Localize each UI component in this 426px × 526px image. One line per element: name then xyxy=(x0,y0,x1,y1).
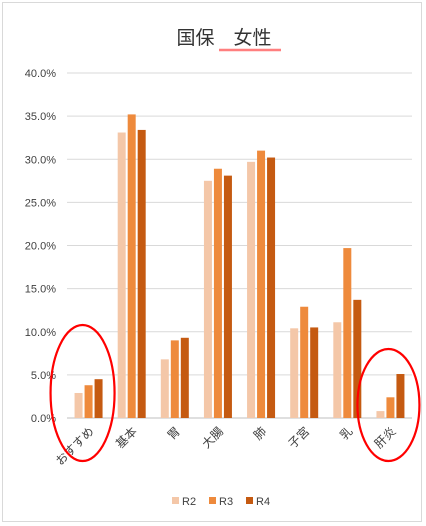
x-tick-label: 基本 xyxy=(113,424,140,451)
bar-R2-6 xyxy=(333,322,342,418)
x-tick-label: 大腸 xyxy=(199,424,226,451)
legend-swatch xyxy=(246,497,253,504)
bar-R2-3 xyxy=(203,180,212,418)
bar-R2-0 xyxy=(74,392,83,418)
highlight-circle xyxy=(356,347,421,463)
legend-label: R3 xyxy=(219,496,233,508)
legend-label: R2 xyxy=(182,496,196,508)
bars xyxy=(74,114,405,419)
bar-R3-0 xyxy=(84,385,93,418)
bar-R4-2 xyxy=(180,337,189,418)
bar-R3-2 xyxy=(170,340,179,418)
bar-R2-5 xyxy=(290,328,299,418)
x-tick-label: 胃 xyxy=(165,424,183,442)
legend-swatch xyxy=(209,497,216,504)
bar-R3-5 xyxy=(300,306,309,418)
bar-R3-1 xyxy=(127,114,136,419)
bar-R4-4 xyxy=(267,157,276,418)
bar-R3-7 xyxy=(386,397,395,418)
annotations xyxy=(49,323,421,463)
bar-R4-6 xyxy=(353,299,362,418)
y-tick-label: 0.0% xyxy=(31,413,56,425)
bar-R2-1 xyxy=(117,132,126,418)
bar-R4-5 xyxy=(310,327,319,418)
x-tick-label: おすすめ xyxy=(53,424,97,468)
bar-R2-2 xyxy=(160,359,169,418)
chart-title: 国保 女性 xyxy=(176,27,271,49)
y-tick-label: 15.0% xyxy=(25,284,56,296)
bar-R3-3 xyxy=(213,168,222,418)
bar-R2-7 xyxy=(376,411,385,418)
bar-R4-0 xyxy=(94,379,103,418)
x-axis-ticks: おすすめ 基本 胃大腸 肺子宮 乳肝炎 xyxy=(53,424,399,469)
y-tick-label: 30.0% xyxy=(25,154,56,166)
y-tick-label: 20.0% xyxy=(25,241,56,253)
y-tick-label: 35.0% xyxy=(25,111,56,123)
legend-swatch xyxy=(172,497,179,504)
legend: R2 R3 R4 xyxy=(172,496,270,508)
bar-R2-4 xyxy=(247,161,256,418)
y-tick-label: 40.0% xyxy=(25,68,56,80)
y-tick-label: 25.0% xyxy=(25,197,56,209)
bar-R4-3 xyxy=(223,175,232,418)
y-tick-label: 5.0% xyxy=(31,370,56,382)
bar-R4-7 xyxy=(396,374,405,418)
highlight-circle xyxy=(49,323,116,463)
x-tick-label: 乳 xyxy=(337,424,355,442)
bar-R3-4 xyxy=(257,150,266,418)
chart-frame xyxy=(2,2,422,522)
bar-R4-1 xyxy=(137,129,146,419)
legend-label: R4 xyxy=(256,496,270,508)
x-tick-label: 肺 xyxy=(251,424,269,442)
x-tick-label: 肝炎 xyxy=(372,424,399,451)
bar-R3-6 xyxy=(343,248,352,418)
y-axis-ticks: 0.0% 5.0% 10.0% 15.0% 20.0% 25.0% 30.0% 35.0% 40… xyxy=(25,68,56,425)
x-tick-label: 子宮 xyxy=(285,424,313,452)
y-tick-label: 10.0% xyxy=(25,327,56,339)
